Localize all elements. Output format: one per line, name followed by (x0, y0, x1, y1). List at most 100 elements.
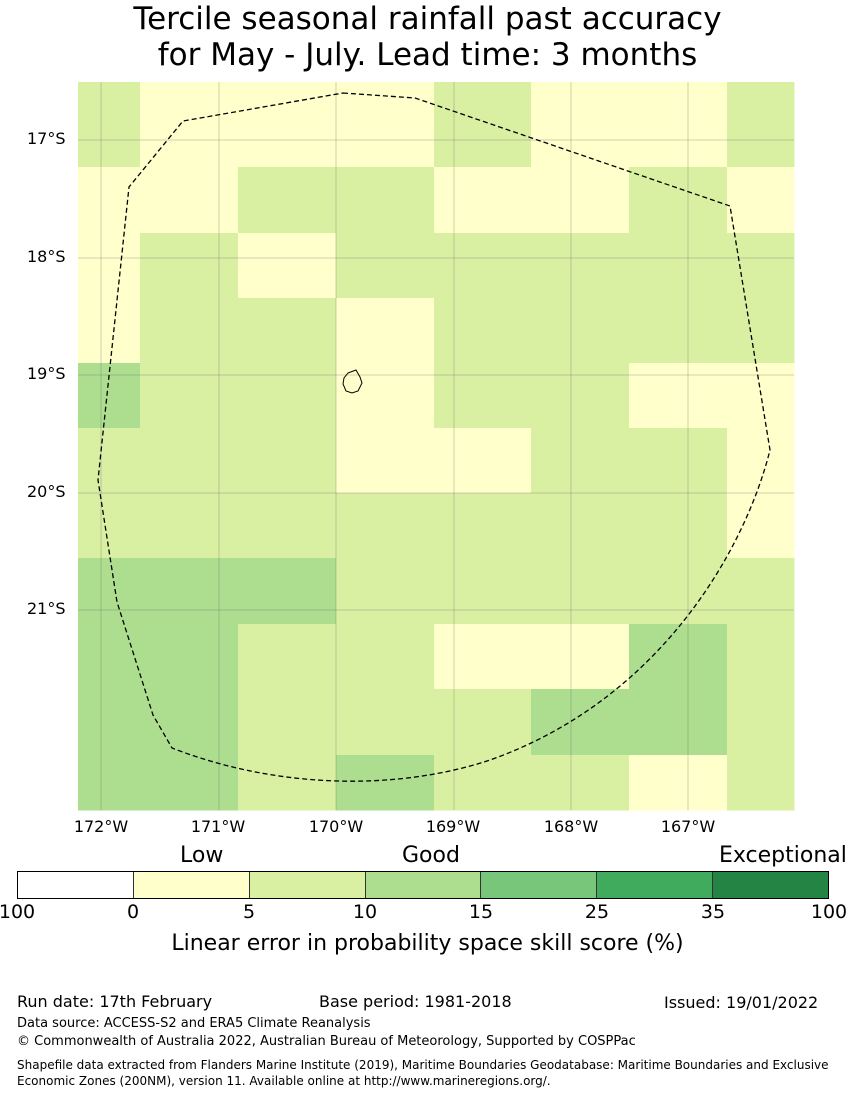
map-cell (434, 233, 532, 299)
map-cell (238, 233, 337, 299)
map-cell (78, 689, 141, 756)
map-cell (531, 689, 630, 756)
map-cell (238, 102, 337, 168)
map-cell (336, 363, 435, 429)
map-cell (336, 102, 435, 168)
lon-label-169w: 169°W (413, 817, 493, 836)
issued-date: Issued: 19/01/2022 (664, 993, 818, 1012)
map-cell (629, 558, 728, 625)
map-cell (727, 558, 795, 625)
legend-category-good: Good (402, 843, 460, 868)
map-cell (629, 363, 728, 429)
map-cell (727, 298, 795, 364)
map-cell (78, 558, 141, 625)
colorbar-segment (481, 872, 597, 898)
map-cell (140, 428, 239, 494)
map-cell (336, 689, 435, 756)
colorbar-segment (18, 872, 134, 898)
colorbar-title: Linear error in probability space skill … (0, 931, 855, 956)
map-cell (434, 167, 532, 234)
map-cell (629, 82, 728, 103)
map-cell (727, 689, 795, 756)
base-period: Base period: 1981-2018 (319, 992, 512, 1011)
map-cell (78, 167, 141, 234)
map-cell (140, 624, 239, 690)
map-cell (140, 102, 239, 168)
colorbar-tick: 100 (0, 901, 47, 923)
map-cell (336, 233, 435, 299)
map-cell (140, 689, 239, 756)
map-cell (434, 493, 532, 559)
map-cell (78, 428, 141, 494)
map-cell (78, 755, 141, 811)
map-cell (531, 493, 630, 559)
map-cell (78, 233, 141, 299)
map-cell (434, 102, 532, 168)
lon-label-170w: 170°W (296, 817, 376, 836)
map-cell (629, 624, 728, 690)
map-cell (727, 428, 795, 494)
colorbar-segment (597, 872, 713, 898)
legend-category-low: Low (180, 843, 223, 868)
map-cell (434, 428, 532, 494)
map-cell (727, 233, 795, 299)
map-cell (336, 82, 435, 103)
map-cell (78, 82, 141, 103)
map-cell (727, 755, 795, 811)
map-cell (727, 363, 795, 429)
map-cell (629, 233, 728, 299)
map-cell (140, 493, 239, 559)
map-cell (434, 298, 532, 364)
skill-grid-cells (78, 82, 795, 811)
map-cell (434, 363, 532, 429)
map-cell (238, 82, 337, 103)
map-cell (434, 755, 532, 811)
lon-label-167w: 167°W (648, 817, 728, 836)
legend-category-exceptional: Exceptional (719, 843, 847, 868)
map-cell (531, 298, 630, 364)
lat-label-20s: 20°S (27, 482, 66, 501)
map-cell (629, 298, 728, 364)
run-date: Run date: 17th February (17, 992, 212, 1011)
colorbar-tick: 5 (219, 901, 279, 923)
map-cell (629, 102, 728, 168)
map-cell (78, 102, 141, 168)
map-cell (727, 493, 795, 559)
map-cell (434, 624, 532, 690)
map-cell (238, 363, 337, 429)
lat-label-19s: 19°S (27, 364, 66, 383)
map-cell (629, 428, 728, 494)
map-cell (336, 428, 435, 494)
map-cell (531, 428, 630, 494)
map-cell (140, 298, 239, 364)
map-cell (140, 755, 239, 811)
map-cell (727, 167, 795, 234)
map-cell (434, 82, 532, 103)
lon-label-172w: 172°W (61, 817, 141, 836)
map-cell (238, 624, 337, 690)
map-cell (727, 82, 795, 103)
lat-label-21s: 21°S (27, 599, 66, 618)
map-cell (727, 102, 795, 168)
map-cell (238, 755, 337, 811)
map-cell (238, 558, 337, 625)
map-cell (78, 363, 141, 429)
colorbar-segment (713, 872, 828, 898)
map-cell (238, 167, 337, 234)
map-cell (140, 558, 239, 625)
lat-label-18s: 18°S (27, 247, 66, 266)
lon-label-168w: 168°W (531, 817, 611, 836)
map-cell (78, 298, 141, 364)
map-cell (140, 82, 239, 103)
map-cell (531, 624, 630, 690)
map-cell (629, 689, 728, 756)
lon-label-171w: 171°W (178, 817, 258, 836)
map-cell (140, 233, 239, 299)
map-cell (238, 428, 337, 494)
colorbar-tick: 0 (103, 901, 163, 923)
map-cell (336, 755, 435, 811)
map-cell (531, 558, 630, 625)
lat-label-17s: 17°S (27, 129, 66, 148)
map-cell (629, 755, 728, 811)
map-cell (336, 493, 435, 559)
